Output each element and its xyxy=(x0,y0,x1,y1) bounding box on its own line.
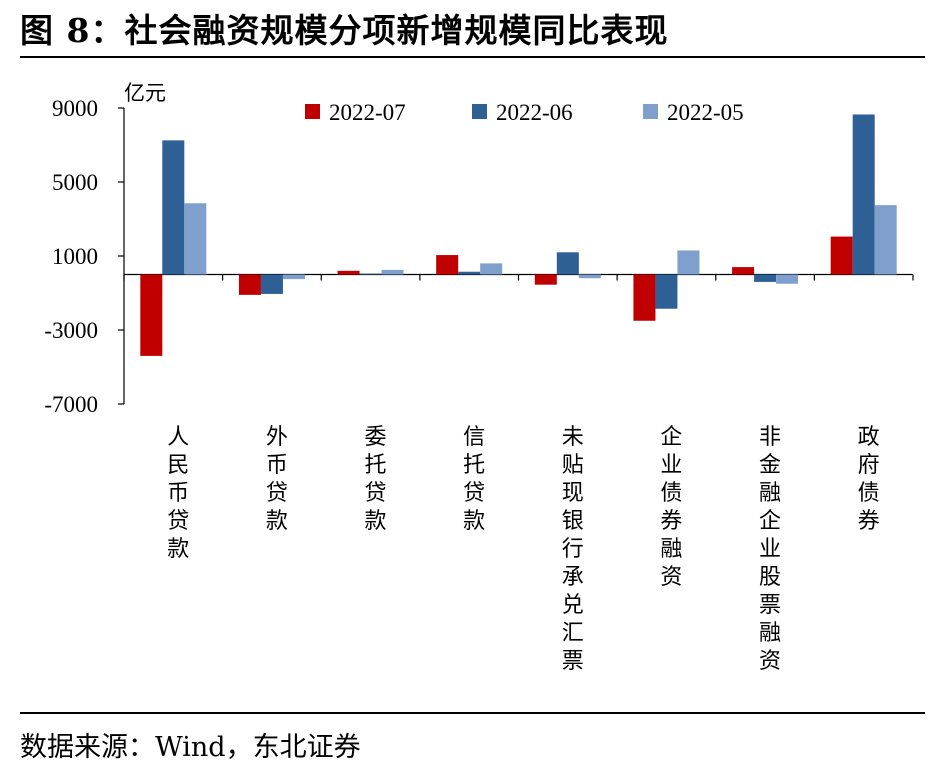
y-axis-labels: 9000 5000 1000 -3000 -7000 xyxy=(44,96,98,417)
bar-2022-06-企业债券融资 xyxy=(655,274,678,309)
bar-2022-05-非金融企业股票融资 xyxy=(776,274,799,284)
legend-label: 2022-05 xyxy=(667,100,744,125)
bar-2022-05-外币贷款 xyxy=(282,274,305,280)
bar-2022-07-外币贷款 xyxy=(238,274,261,295)
y-tick-label: 5000 xyxy=(52,170,98,195)
bar-2022-07-人民币贷款 xyxy=(140,274,163,356)
y-tick-label: 9000 xyxy=(52,96,98,121)
figure-title: 图 8：社会融资规模分项新增规模同比表现 xyxy=(20,11,669,50)
bar-2022-05-政府债券 xyxy=(874,205,897,275)
source-rule xyxy=(20,712,925,714)
bar-2022-05-信托贷款 xyxy=(480,263,503,275)
source-note: 数据来源：Wind，东北证券 xyxy=(20,732,361,763)
bar-2022-07-政府债券 xyxy=(830,236,853,275)
legend-label: 2022-07 xyxy=(329,100,406,125)
bar-2022-07-信托贷款 xyxy=(436,255,459,275)
chart-legend: 2022-07 2022-06 2022-05 xyxy=(305,100,744,125)
bar-2022-05-未贴现银行承兑汇票 xyxy=(578,274,601,279)
bar-2022-07-企业债券融资 xyxy=(633,274,656,321)
legend-swatch-2022-07 xyxy=(305,104,320,119)
legend-label: 2022-06 xyxy=(496,100,573,125)
x-category-label: 未贴现银行承兑汇票 xyxy=(562,425,584,674)
bar-2022-05-企业债券融资 xyxy=(677,250,700,275)
y-tick-label: -3000 xyxy=(44,318,98,343)
chart-axes xyxy=(118,107,914,405)
x-category-label: 人民币贷款 xyxy=(167,425,189,562)
x-category-label: 外币贷款 xyxy=(266,425,288,534)
x-category-label: 非金融企业股票融资 xyxy=(759,425,781,674)
x-category-label: 信托贷款 xyxy=(463,425,485,534)
bar-2022-06-政府债券 xyxy=(852,114,875,275)
title-rule xyxy=(20,56,925,58)
x-category-label: 企业债券融资 xyxy=(660,425,682,590)
bar-2022-06-非金融企业股票融资 xyxy=(754,274,777,282)
y-axis-unit: 亿元 xyxy=(124,81,166,105)
chart-bars xyxy=(140,114,897,356)
x-category-label: 政府债券 xyxy=(858,425,880,534)
bar-2022-06-委托贷款 xyxy=(359,273,382,275)
bar-2022-06-人民币贷款 xyxy=(162,140,185,275)
legend-swatch-2022-06 xyxy=(472,104,487,119)
x-axis-labels: 人民币贷款 外币贷款 委托贷款 信托贷款 未贴现银行承兑汇票 企业债券融资 非金融企业股票融… xyxy=(167,425,879,674)
y-tick-label: 1000 xyxy=(52,244,98,269)
bar-2022-07-非金融企业股票融资 xyxy=(732,267,755,275)
bar-2022-05-委托贷款 xyxy=(381,269,404,275)
bar-2022-07-未贴现银行承兑汇票 xyxy=(534,274,557,285)
y-tick-label: -7000 xyxy=(44,392,98,417)
bar-2022-06-外币贷款 xyxy=(260,274,283,294)
bar-2022-06-信托贷款 xyxy=(458,271,481,275)
legend-swatch-2022-05 xyxy=(643,104,658,119)
bar-2022-07-委托贷款 xyxy=(337,270,360,275)
bar-2022-06-未贴现银行承兑汇票 xyxy=(556,252,579,275)
x-category-label: 委托贷款 xyxy=(365,425,387,534)
bar-2022-05-人民币贷款 xyxy=(184,203,207,275)
